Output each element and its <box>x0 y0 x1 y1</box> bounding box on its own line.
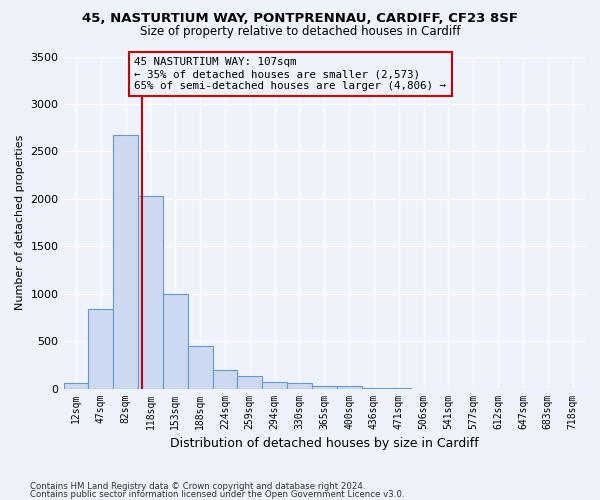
Bar <box>64 383 88 388</box>
Text: Size of property relative to detached houses in Cardiff: Size of property relative to detached ho… <box>140 25 460 38</box>
Bar <box>188 346 212 389</box>
Text: Contains public sector information licensed under the Open Government Licence v3: Contains public sector information licen… <box>30 490 404 499</box>
Bar <box>312 386 337 388</box>
Text: 45, NASTURTIUM WAY, PONTPRENNAU, CARDIFF, CF23 8SF: 45, NASTURTIUM WAY, PONTPRENNAU, CARDIFF… <box>82 12 518 26</box>
Bar <box>163 294 188 388</box>
Bar <box>88 309 113 388</box>
Bar <box>287 384 312 388</box>
Text: Contains HM Land Registry data © Crown copyright and database right 2024.: Contains HM Land Registry data © Crown c… <box>30 482 365 491</box>
Text: 45 NASTURTIUM WAY: 107sqm
← 35% of detached houses are smaller (2,573)
65% of se: 45 NASTURTIUM WAY: 107sqm ← 35% of detac… <box>134 58 446 90</box>
Bar <box>212 370 238 388</box>
Bar <box>138 196 163 388</box>
X-axis label: Distribution of detached houses by size in Cardiff: Distribution of detached houses by size … <box>170 437 479 450</box>
Bar <box>337 386 362 388</box>
Bar <box>262 382 287 388</box>
Bar <box>238 376 262 388</box>
Y-axis label: Number of detached properties: Number of detached properties <box>15 135 25 310</box>
Bar <box>113 135 138 388</box>
